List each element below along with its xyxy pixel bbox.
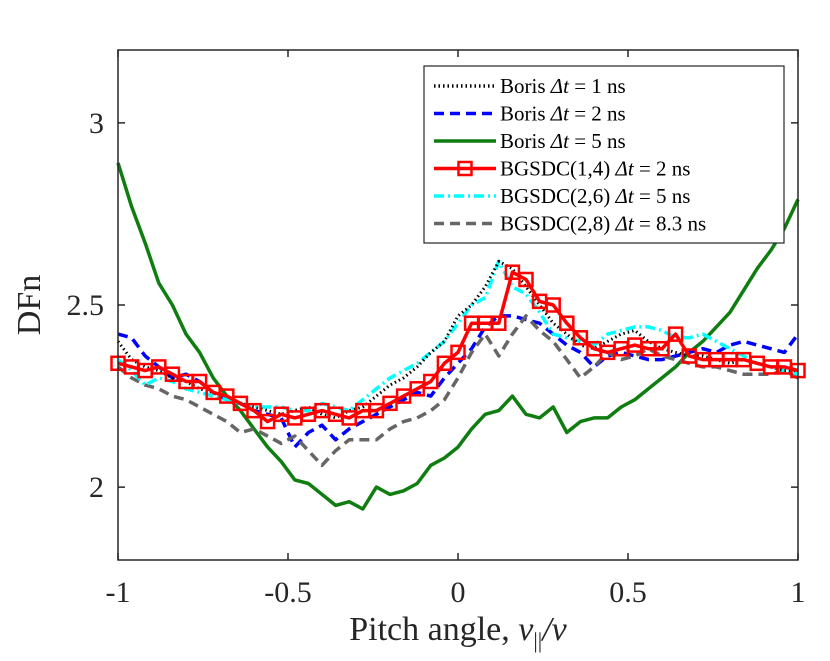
- legend-label: Boris Δt = 1 ns: [500, 74, 626, 98]
- axis-layer: -1 -0.5 0 0.5 1 2 2.5 3: [67, 50, 806, 609]
- legend-label-variable: Δt: [615, 157, 635, 181]
- x-axis-label-variable: v: [518, 611, 534, 648]
- legend-label: BGSDC(2,8) Δt = 8.3 ns: [500, 212, 706, 236]
- data-point-marker: [423, 373, 439, 390]
- legend-entry: BGSDC(1,4) Δt = 2 ns: [434, 157, 690, 181]
- legend-label-prefix: Boris: [500, 102, 551, 126]
- legend-label: Boris Δt = 5 ns: [500, 129, 626, 153]
- x-axis-label-prefix: Pitch angle,: [349, 611, 518, 648]
- legend-entry: BGSDC(2,6) Δt = 5 ns: [434, 184, 690, 208]
- x-axis-label-subscript: ||: [533, 628, 542, 653]
- series-line: [116, 259, 798, 420]
- legend-entry: Boris Δt = 1 ns: [434, 74, 626, 98]
- legend-label: Boris Δt = 2 ns: [500, 102, 626, 126]
- y-tick-label: 2.5: [67, 289, 105, 322]
- y-tick-label: 2: [89, 471, 104, 504]
- series-line: [116, 259, 799, 413]
- x-axis-label: Pitch angle, v||/v: [349, 611, 567, 653]
- y-axis-label: DFn: [11, 275, 48, 335]
- series-boris-t-1-ns: [116, 259, 798, 420]
- legend-label-suffix: = 8.3 ns: [634, 212, 707, 236]
- legend-label: BGSDC(2,6) Δt = 5 ns: [500, 184, 690, 208]
- legend-label-variable: Δt: [550, 74, 570, 98]
- data-point-marker: [191, 373, 208, 390]
- legend-label-variable: Δt: [615, 212, 635, 236]
- x-axis-label-suffix: /v: [540, 611, 567, 648]
- data-point-marker: [491, 315, 507, 331]
- legend-label: BGSDC(1,4) Δt = 2 ns: [500, 157, 690, 181]
- legend-entry: BGSDC(2,8) Δt = 8.3 ns: [434, 212, 706, 236]
- legend-label-variable: Δt: [550, 129, 570, 153]
- y-tick-label: 3: [89, 107, 104, 140]
- x-tick-label: 1: [791, 576, 806, 609]
- data-point-marker: [572, 330, 589, 346]
- legend-label-variable: Δt: [615, 184, 635, 208]
- legend-label-prefix: Boris: [500, 74, 551, 98]
- data-point-marker: [436, 355, 453, 372]
- legend-entry: Boris Δt = 5 ns: [434, 129, 626, 153]
- legend-entry: Boris Δt = 2 ns: [434, 102, 626, 126]
- data-point-marker: [654, 340, 670, 357]
- legend-label-suffix: = 2 ns: [634, 157, 691, 181]
- data-point-marker: [667, 326, 684, 342]
- legend-box: [423, 65, 785, 244]
- legend-label-prefix: BGSDC(2,6): [500, 184, 616, 208]
- series-bgsdc-2-6-t-5-ns: [116, 259, 799, 413]
- x-tick-label: 0: [451, 576, 466, 609]
- data-point-marker: [518, 271, 534, 288]
- legend-label-variable: Δt: [550, 102, 570, 126]
- data-point-marker: [545, 297, 561, 313]
- data-point-marker: [246, 402, 262, 419]
- x-tick-label: -1: [106, 576, 131, 609]
- legend-label-suffix: = 5 ns: [634, 184, 691, 208]
- legend-label-prefix: Boris: [500, 129, 551, 153]
- legend-label-suffix: = 1 ns: [569, 74, 626, 98]
- legend-marker-sample: [457, 160, 473, 177]
- legend-label-prefix: BGSDC(2,8): [500, 212, 616, 236]
- legend-label-prefix: BGSDC(1,4): [500, 157, 616, 181]
- x-tick-label: 0.5: [609, 576, 647, 609]
- legend-label-suffix: = 2 ns: [569, 102, 626, 126]
- legend-label-suffix: = 5 ns: [569, 129, 626, 153]
- x-tick-label: -0.5: [264, 576, 312, 609]
- data-point-marker: [559, 315, 575, 331]
- data-point-marker: [450, 344, 466, 361]
